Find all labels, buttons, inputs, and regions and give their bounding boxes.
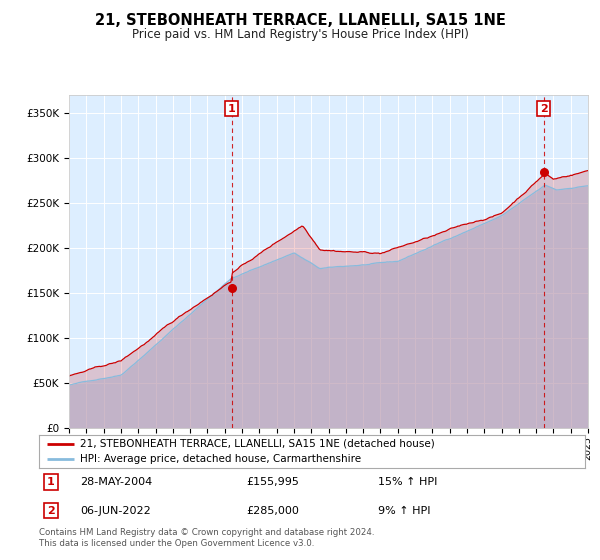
Text: 1: 1 — [228, 104, 236, 114]
Text: 15% ↑ HPI: 15% ↑ HPI — [377, 477, 437, 487]
Text: Contains HM Land Registry data © Crown copyright and database right 2024.
This d: Contains HM Land Registry data © Crown c… — [39, 528, 374, 548]
Text: 21, STEBONHEATH TERRACE, LLANELLI, SA15 1NE (detached house): 21, STEBONHEATH TERRACE, LLANELLI, SA15 … — [80, 439, 434, 449]
Text: 28-MAY-2004: 28-MAY-2004 — [80, 477, 152, 487]
Text: £155,995: £155,995 — [247, 477, 299, 487]
Text: 21, STEBONHEATH TERRACE, LLANELLI, SA15 1NE: 21, STEBONHEATH TERRACE, LLANELLI, SA15 … — [95, 13, 505, 28]
Text: HPI: Average price, detached house, Carmarthenshire: HPI: Average price, detached house, Carm… — [80, 454, 361, 464]
Text: 2: 2 — [539, 104, 547, 114]
Text: 2: 2 — [47, 506, 55, 516]
Text: 1: 1 — [47, 477, 55, 487]
Text: £285,000: £285,000 — [247, 506, 299, 516]
Text: Price paid vs. HM Land Registry's House Price Index (HPI): Price paid vs. HM Land Registry's House … — [131, 28, 469, 41]
Text: 06-JUN-2022: 06-JUN-2022 — [80, 506, 151, 516]
Text: 9% ↑ HPI: 9% ↑ HPI — [377, 506, 430, 516]
